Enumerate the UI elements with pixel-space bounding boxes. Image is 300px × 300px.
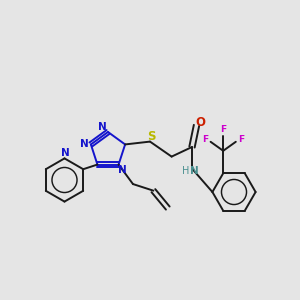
Text: N: N bbox=[190, 166, 199, 176]
Text: H: H bbox=[182, 166, 189, 176]
Text: N: N bbox=[61, 148, 70, 158]
Text: F: F bbox=[238, 135, 244, 144]
Text: F: F bbox=[220, 125, 226, 134]
Text: N: N bbox=[118, 165, 127, 175]
Text: F: F bbox=[202, 135, 208, 144]
Text: N: N bbox=[98, 122, 107, 133]
Text: S: S bbox=[147, 130, 156, 143]
Text: O: O bbox=[195, 116, 205, 130]
Text: N: N bbox=[80, 139, 89, 149]
